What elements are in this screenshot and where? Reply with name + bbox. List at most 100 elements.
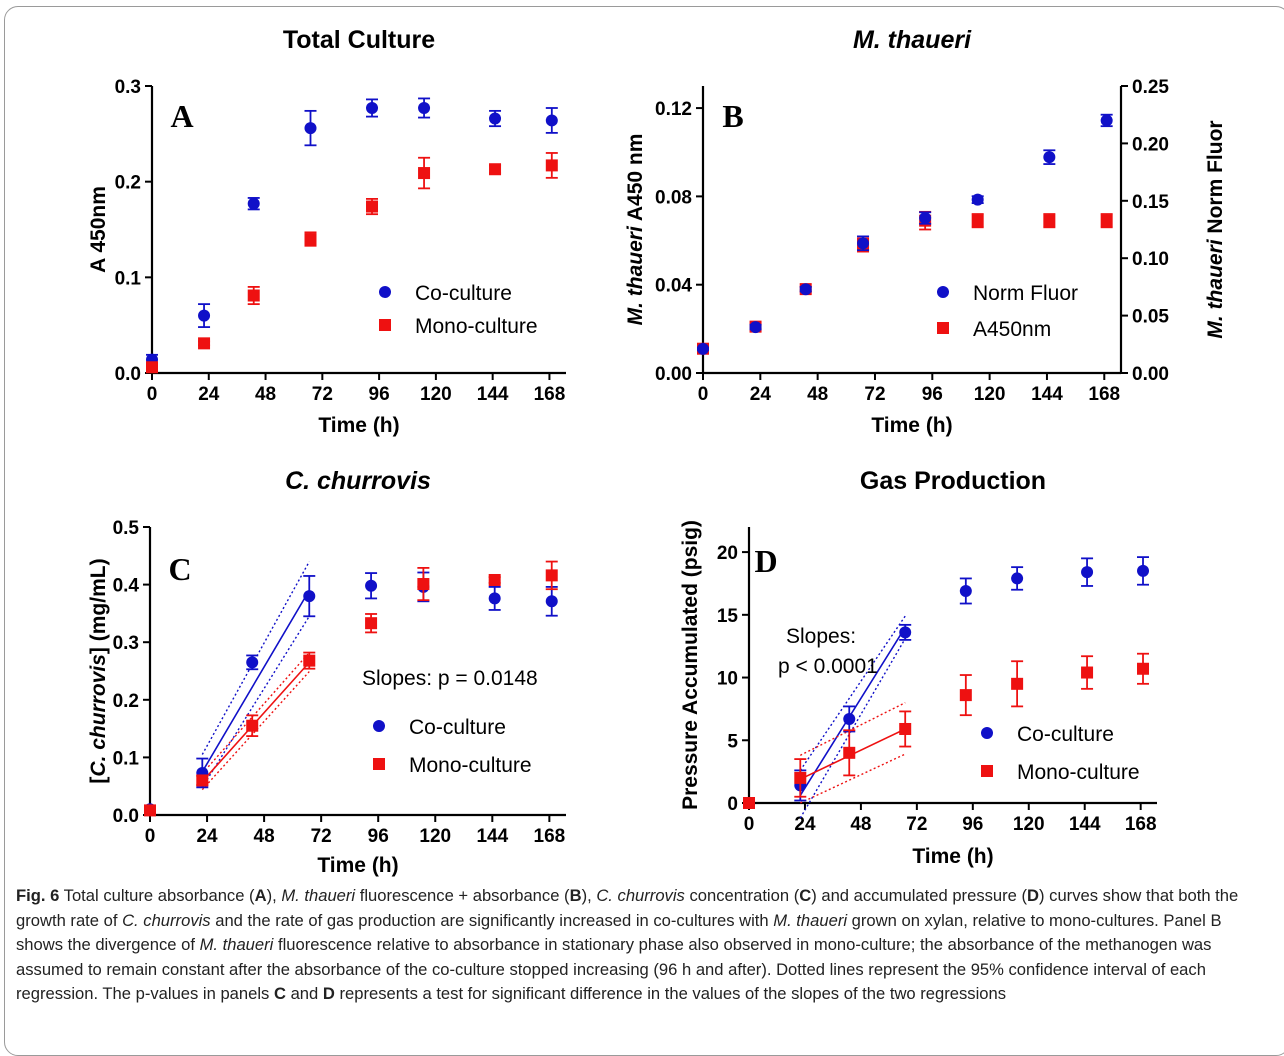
label-part: [ bbox=[87, 777, 110, 784]
caption-segment: ), bbox=[581, 886, 597, 905]
legend-marker-square bbox=[379, 319, 391, 331]
data-point-circle bbox=[488, 592, 501, 605]
caption-segment: and the rate of gas production are signi… bbox=[210, 910, 774, 930]
label-part: A450 nm bbox=[624, 134, 647, 227]
legend-label: Mono-culture bbox=[409, 754, 532, 777]
figure-panels: Total Culture 0 24 48 72 96 120 144 168 0.0 0.1 0.2… bbox=[87, 26, 1227, 877]
data-point-square bbox=[1043, 214, 1056, 227]
slopes-annotation: Slopes: bbox=[786, 625, 856, 648]
caption-segment: C. churrovis bbox=[122, 910, 211, 930]
data-point-square bbox=[247, 289, 260, 302]
x-axis-label: Time (h) bbox=[317, 854, 398, 877]
x-tick-label: 168 bbox=[1125, 814, 1157, 835]
legend-marker-circle bbox=[981, 727, 993, 739]
data-point-circle bbox=[1100, 114, 1113, 127]
data-point-square bbox=[794, 771, 807, 784]
x-tick-label: 144 bbox=[1031, 384, 1063, 405]
data-point-square bbox=[246, 719, 259, 732]
x-tick-label: 24 bbox=[750, 384, 772, 405]
label-part-italic: C. churrovis bbox=[87, 654, 110, 777]
x-tick-label: 144 bbox=[476, 826, 508, 847]
caption-segment: grown on xylan, relative to mono-culture… bbox=[16, 910, 1222, 955]
data-point-square bbox=[843, 746, 856, 759]
y2-tick-label: 0.00 bbox=[1132, 364, 1169, 385]
data-point-square bbox=[417, 578, 430, 591]
data-point-circle bbox=[1137, 564, 1150, 577]
data-point-circle bbox=[1081, 566, 1094, 579]
caption-segment: and bbox=[285, 984, 323, 1003]
x-tick-label: 120 bbox=[419, 826, 451, 847]
y2-tick-label: 0.20 bbox=[1132, 134, 1169, 155]
y-tick-label: 0.5 bbox=[113, 518, 140, 539]
label-part: Norm Fluor bbox=[1204, 120, 1227, 239]
y-tick-label: 0 bbox=[727, 794, 738, 815]
y-tick-label: 15 bbox=[717, 606, 739, 627]
x-tick-label: 120 bbox=[1013, 814, 1045, 835]
x-axis-label: Time (h) bbox=[912, 845, 993, 868]
y-tick-label: 0.2 bbox=[115, 173, 141, 194]
legend-label: A450nm bbox=[973, 318, 1051, 341]
data-point-square bbox=[971, 214, 984, 227]
data-point-square bbox=[489, 163, 502, 176]
data-point-square bbox=[545, 569, 558, 582]
caption-segment: A bbox=[254, 886, 267, 905]
x-tick-label: 96 bbox=[962, 814, 983, 835]
data-point-circle bbox=[697, 342, 709, 355]
ci-upper-line bbox=[799, 702, 906, 756]
data-point-circle bbox=[246, 656, 259, 669]
data-point-square bbox=[146, 361, 158, 374]
x-tick-label: 168 bbox=[534, 384, 566, 405]
data-point-circle bbox=[1011, 572, 1024, 585]
legend-marker-circle bbox=[937, 286, 949, 298]
legend-label: Co-culture bbox=[1017, 723, 1114, 746]
data-point-square bbox=[365, 617, 378, 630]
caption-segment: represents a test for significant differ… bbox=[334, 984, 1007, 1003]
caption-text: Total culture absorbance (A), M. thaueri… bbox=[16, 886, 1238, 1003]
y-tick-label: 0.00 bbox=[655, 364, 692, 385]
y-tick-label: 0.0 bbox=[115, 364, 141, 385]
chart-title: C. churrovis bbox=[285, 467, 431, 495]
x-tick-label: 48 bbox=[850, 814, 871, 835]
panel-letter: D bbox=[754, 543, 777, 579]
caption-segment: ) and accumulated pressure ( bbox=[811, 886, 1028, 905]
x-axis-label: Time (h) bbox=[318, 414, 399, 437]
y-tick-label: 0.08 bbox=[655, 187, 692, 208]
data-point-circle bbox=[545, 595, 558, 608]
y-tick-label: 0.0 bbox=[113, 806, 139, 827]
data-point-square bbox=[366, 200, 379, 213]
y-tick-label: 0.3 bbox=[113, 633, 139, 654]
x-tick-label: 144 bbox=[1069, 814, 1101, 835]
x-tick-label: 96 bbox=[922, 384, 943, 405]
chart-panel-b: M. thaueri 0 24 48 72 96 120 144 168 0.00 0.04 0.08… bbox=[624, 26, 1227, 437]
data-point-square bbox=[144, 804, 156, 817]
data-point-square bbox=[196, 774, 209, 787]
data-point-square bbox=[304, 233, 317, 246]
x-tick-label: 72 bbox=[906, 814, 927, 835]
caption-segment: Total culture absorbance ( bbox=[59, 886, 255, 905]
panel-letter: A bbox=[170, 98, 193, 134]
ci-upper-line bbox=[201, 561, 310, 755]
y-tick-label: 10 bbox=[717, 669, 738, 690]
y-axis-label: A 450nm bbox=[87, 186, 110, 273]
panel-letter: C bbox=[168, 551, 191, 587]
data-point-square bbox=[959, 689, 972, 702]
ci-lower-line bbox=[799, 753, 906, 804]
y-tick-label: 5 bbox=[727, 731, 738, 752]
data-point-circle bbox=[843, 712, 856, 725]
caption-segment: C bbox=[273, 984, 286, 1003]
y-tick-label: 0.2 bbox=[113, 691, 139, 712]
x-tick-label: 72 bbox=[312, 384, 333, 405]
y2-tick-label: 0.15 bbox=[1132, 192, 1169, 213]
data-point-square bbox=[1081, 666, 1094, 679]
data-point-circle bbox=[919, 212, 932, 225]
caption-segment: B bbox=[569, 886, 582, 905]
caption-segment: M. thaueri bbox=[281, 886, 356, 905]
y-axis-label: Pressure Accumulated (psig) bbox=[679, 520, 702, 810]
legend-label: Co-culture bbox=[415, 282, 512, 305]
caption-segment: D bbox=[322, 984, 335, 1003]
caption-segment: fluorescence relative to absorbance in s… bbox=[16, 935, 1212, 1003]
data-point-square bbox=[743, 797, 755, 809]
caption-segment: C. churrovis bbox=[596, 886, 685, 905]
legend-label: Mono-culture bbox=[1017, 761, 1140, 784]
x-tick-label: 120 bbox=[420, 384, 452, 405]
